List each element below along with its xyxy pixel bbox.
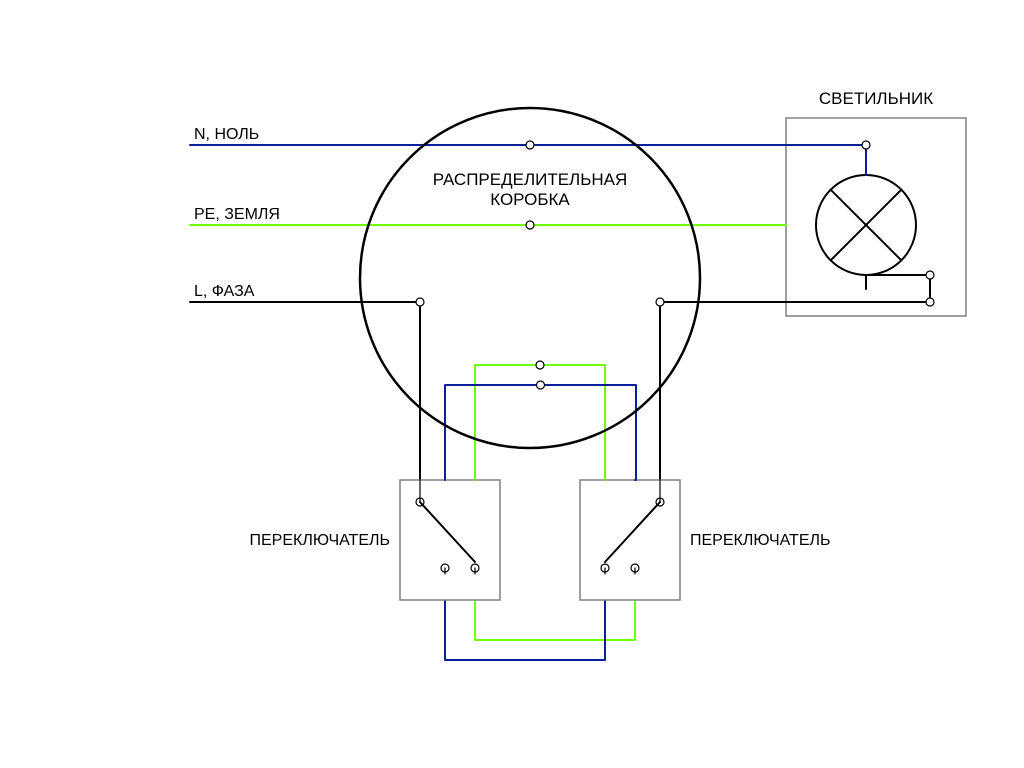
wiring-diagram: СВЕТИЛЬНИК N, НОЛЬ PE, ЗЕМЛЯ L, ФАЗА РАСПРЕД…	[0, 0, 1024, 768]
wire-phase-return	[660, 275, 930, 480]
wire-traveler-blue-top	[445, 385, 636, 480]
label-earth: PE, ЗЕМЛЯ	[194, 206, 280, 223]
switch-right	[580, 480, 680, 600]
wire-phase-in	[190, 302, 420, 480]
switch-left	[400, 480, 500, 600]
label-neutral: N, НОЛЬ	[194, 126, 259, 143]
lamp-title: СВЕТИЛЬНИК	[819, 89, 933, 108]
junction-title-1: РАСПРЕДЕЛИТЕЛЬНАЯ	[433, 170, 628, 189]
label-switch-left: ПЕРЕКЛЮЧАТЕЛЬ	[250, 532, 391, 549]
label-switch-right: ПЕРЕКЛЮЧАТЕЛЬ	[690, 532, 831, 549]
label-phase: L, ФАЗА	[194, 283, 255, 300]
junction-box	[360, 108, 700, 448]
junction-title-2: КОРОБКА	[490, 190, 570, 209]
